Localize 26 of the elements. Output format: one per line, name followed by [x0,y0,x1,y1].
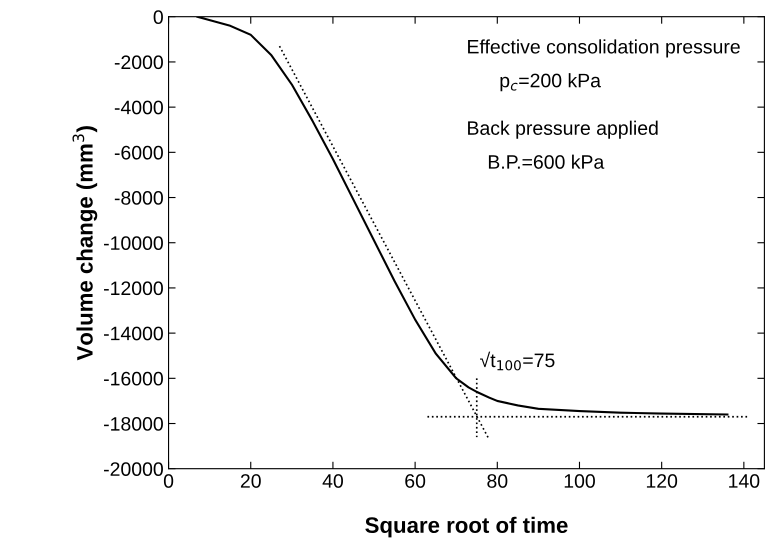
annotation: B.P.=600 kPa [488,154,604,169]
x-tick-label: 120 [646,474,678,488]
y-tick-label: -18000 [104,416,163,431]
y-tick-label: -20000 [104,462,163,476]
x-tick-label: 100 [564,474,595,488]
y-tick-label: -16000 [104,372,163,386]
x-tick-label: 80 [487,474,508,488]
x-tick-label: 60 [405,474,426,488]
y-tick-label: -6000 [114,146,163,160]
y-tick-label: -4000 [114,100,163,114]
annotation: Back pressure applied [468,120,658,139]
y-tick-label: -8000 [114,191,163,205]
y-tick-label: -12000 [104,281,163,296]
y-axis-title: Volume change (mm$^{3}$) [72,126,98,360]
annotation: p$_{c}$=200 kPa [500,73,601,92]
y-tick-label: -2000 [114,55,163,70]
x-tick-label: 20 [240,474,261,488]
annotation: √t$_{100}$=75 [480,352,554,370]
x-axis-title: Square root of time [365,516,568,538]
y-tick-label: 0 [154,10,163,24]
y-tick-label: -10000 [104,236,163,250]
annotation: Effective consolidation pressure [468,39,740,58]
x-tick-label: 0 [164,474,174,488]
x-tick-label: 140 [729,474,760,488]
x-tick-label: 40 [322,474,343,488]
y-tick-label: -14000 [104,326,163,340]
